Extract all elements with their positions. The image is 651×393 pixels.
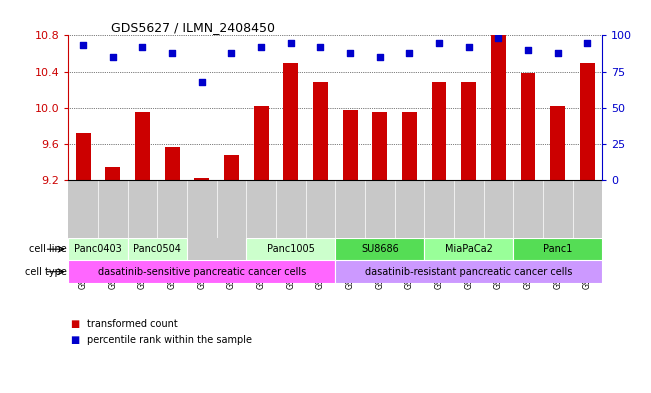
Text: Panc1: Panc1 [543, 244, 572, 254]
Bar [572, 180, 602, 238]
Bar [305, 180, 335, 238]
Point [256, 44, 266, 50]
Bar [165, 147, 180, 180]
Point [493, 35, 504, 41]
Bar [402, 112, 417, 180]
Bar [513, 238, 602, 261]
Bar [550, 106, 565, 180]
Bar [335, 261, 602, 283]
Point [107, 54, 118, 60]
Point [167, 50, 177, 56]
Bar [372, 112, 387, 180]
Text: Panc1005: Panc1005 [267, 244, 314, 254]
Bar [513, 180, 543, 238]
Bar [335, 180, 365, 238]
Bar [254, 106, 269, 180]
Bar [246, 238, 335, 261]
Bar [246, 180, 276, 238]
Point [553, 50, 563, 56]
Bar [68, 180, 98, 238]
Bar [365, 180, 395, 238]
Text: cell line: cell line [29, 244, 67, 254]
Bar [217, 180, 246, 238]
Bar [68, 238, 128, 261]
Text: Panc0504: Panc0504 [133, 244, 181, 254]
Text: SU8686: SU8686 [361, 244, 398, 254]
Point [404, 50, 415, 56]
Bar [283, 63, 298, 180]
Bar [491, 35, 506, 180]
Bar [543, 180, 572, 238]
Bar [395, 180, 424, 238]
Point [523, 47, 533, 53]
Bar [128, 180, 158, 238]
Point [197, 79, 207, 85]
Text: MiaPaCa2: MiaPaCa2 [445, 244, 493, 254]
Bar [98, 180, 128, 238]
Bar [128, 238, 187, 261]
Bar [521, 73, 535, 180]
Text: Panc0403: Panc0403 [74, 244, 122, 254]
Bar [424, 238, 513, 261]
Bar [335, 238, 424, 261]
Text: ■: ■ [70, 319, 79, 329]
Bar [68, 261, 335, 283]
Text: ■: ■ [70, 335, 79, 345]
Point [137, 44, 148, 50]
Bar [276, 180, 305, 238]
Point [434, 39, 444, 46]
Text: dasatinib-resistant pancreatic cancer cells: dasatinib-resistant pancreatic cancer ce… [365, 267, 572, 277]
Text: GDS5627 / ILMN_2408450: GDS5627 / ILMN_2408450 [111, 21, 275, 34]
Text: transformed count: transformed count [87, 319, 177, 329]
Bar [224, 155, 239, 180]
Bar [187, 180, 217, 238]
Bar [484, 180, 513, 238]
Bar [462, 83, 476, 180]
Bar [105, 167, 120, 180]
Point [345, 50, 355, 56]
Text: dasatinib-sensitive pancreatic cancer cells: dasatinib-sensitive pancreatic cancer ce… [98, 267, 306, 277]
Bar [313, 83, 328, 180]
Point [286, 39, 296, 46]
Bar [454, 180, 484, 238]
Point [315, 44, 326, 50]
Bar [135, 112, 150, 180]
Bar [76, 133, 90, 180]
Point [582, 39, 592, 46]
Text: percentile rank within the sample: percentile rank within the sample [87, 335, 251, 345]
Bar [580, 62, 595, 180]
Bar [195, 178, 209, 180]
Bar [158, 180, 187, 238]
Bar [432, 83, 447, 180]
Bar [424, 180, 454, 238]
Text: cell type: cell type [25, 267, 67, 277]
Point [374, 54, 385, 60]
Point [464, 44, 474, 50]
Point [227, 50, 237, 56]
Bar [342, 110, 357, 180]
Point [78, 42, 89, 49]
